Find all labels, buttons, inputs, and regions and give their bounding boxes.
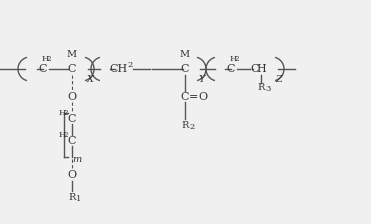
Text: O: O [198,92,207,102]
Text: O: O [68,92,76,102]
Text: H: H [256,64,266,74]
Text: C: C [227,64,235,74]
Text: M: M [67,50,77,58]
Text: CH: CH [109,64,127,74]
Text: C: C [251,64,259,74]
Text: m: m [72,155,82,164]
Text: R: R [68,192,76,202]
Text: H: H [229,55,237,63]
Text: 2: 2 [47,55,51,63]
Text: C: C [181,64,189,74]
Text: Y: Y [199,75,205,84]
Text: 2: 2 [127,61,132,69]
Text: R: R [257,82,265,91]
Text: C: C [68,114,76,124]
Text: 2: 2 [235,55,239,63]
Text: Z: Z [276,75,282,84]
Text: C: C [39,64,47,74]
Text: H: H [41,55,49,63]
Text: 2: 2 [64,109,68,117]
Text: O: O [68,170,76,180]
Text: X: X [86,75,93,84]
Text: 2: 2 [64,131,68,139]
Text: C: C [68,136,76,146]
Text: C: C [68,64,76,74]
Text: C: C [181,92,189,102]
Text: =: = [188,92,198,102]
Text: 3: 3 [265,85,271,93]
Text: M: M [180,50,190,58]
Text: R: R [181,121,189,129]
Text: H: H [58,131,66,139]
Text: 1: 1 [76,195,82,203]
Text: H: H [58,109,66,117]
Text: 2: 2 [189,123,195,131]
